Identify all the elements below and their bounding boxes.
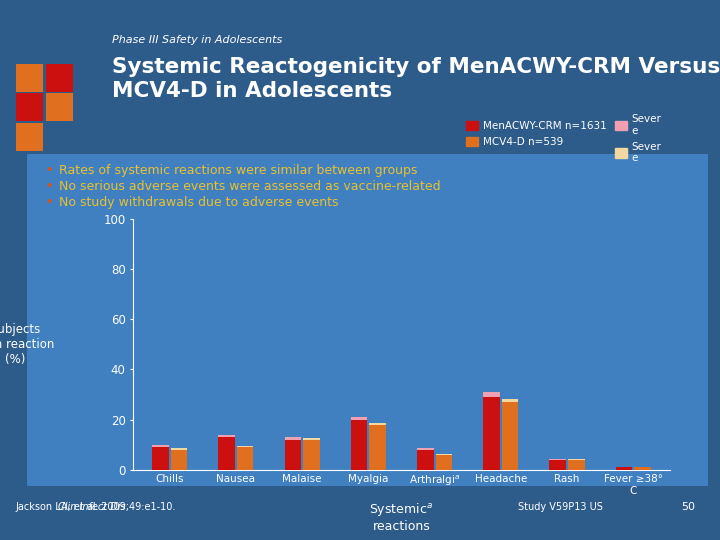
Bar bbox=[284, 440, 301, 470]
Bar bbox=[237, 446, 253, 447]
Bar bbox=[549, 460, 566, 470]
Bar bbox=[502, 402, 518, 470]
Text: Study V59P13 US: Study V59P13 US bbox=[518, 502, 603, 512]
Bar bbox=[152, 445, 168, 447]
Bar bbox=[303, 438, 320, 440]
Bar bbox=[369, 424, 386, 470]
Bar bbox=[634, 467, 651, 470]
Text: •: • bbox=[45, 180, 52, 193]
Bar bbox=[218, 437, 235, 470]
Legend: MenACWY-CRM n=1631, MCV4-D n=539, Sever
e, Sever
e: MenACWY-CRM n=1631, MCV4-D n=539, Sever … bbox=[463, 111, 665, 167]
Text: Rates of systemic reactions were similar between groups: Rates of systemic reactions were similar… bbox=[59, 164, 418, 177]
Bar bbox=[369, 423, 386, 424]
Bar bbox=[351, 420, 367, 470]
Bar bbox=[237, 447, 253, 470]
Bar bbox=[568, 460, 585, 470]
Bar bbox=[616, 467, 632, 470]
Bar bbox=[483, 392, 500, 397]
Text: Phase III Safety in Adolescents: Phase III Safety in Adolescents bbox=[112, 35, 282, 45]
Bar bbox=[417, 448, 433, 450]
Bar bbox=[351, 417, 367, 420]
Bar bbox=[303, 440, 320, 470]
Bar bbox=[218, 435, 235, 437]
Text: •: • bbox=[45, 196, 52, 209]
Bar bbox=[284, 437, 301, 440]
Bar bbox=[436, 455, 452, 470]
Bar bbox=[502, 400, 518, 402]
Text: Systemic Reactogenicity of MenACWY-CRM Versus
MCV4-D in Adolescents: Systemic Reactogenicity of MenACWY-CRM V… bbox=[112, 57, 720, 100]
Text: No study withdrawals due to adverse events: No study withdrawals due to adverse even… bbox=[59, 196, 338, 209]
Bar bbox=[171, 448, 187, 450]
Bar bbox=[152, 447, 168, 470]
Text: •: • bbox=[45, 164, 52, 177]
Text: 50: 50 bbox=[681, 502, 695, 512]
X-axis label: Systemic$^a$
reactions: Systemic$^a$ reactions bbox=[369, 501, 433, 533]
Text: Subjects
with reaction
(%): Subjects with reaction (%) bbox=[0, 323, 54, 366]
Text: . 2009;49:e1-10.: . 2009;49:e1-10. bbox=[95, 502, 176, 512]
Bar bbox=[483, 397, 500, 470]
Text: Clin Infect Dis: Clin Infect Dis bbox=[58, 502, 125, 512]
Bar bbox=[436, 454, 452, 455]
Text: Jackson LA, et al.: Jackson LA, et al. bbox=[16, 502, 102, 512]
Text: No serious adverse events were assessed as vaccine-related: No serious adverse events were assessed … bbox=[59, 180, 441, 193]
Bar bbox=[549, 459, 566, 460]
Bar bbox=[171, 450, 187, 470]
Bar bbox=[417, 450, 433, 470]
